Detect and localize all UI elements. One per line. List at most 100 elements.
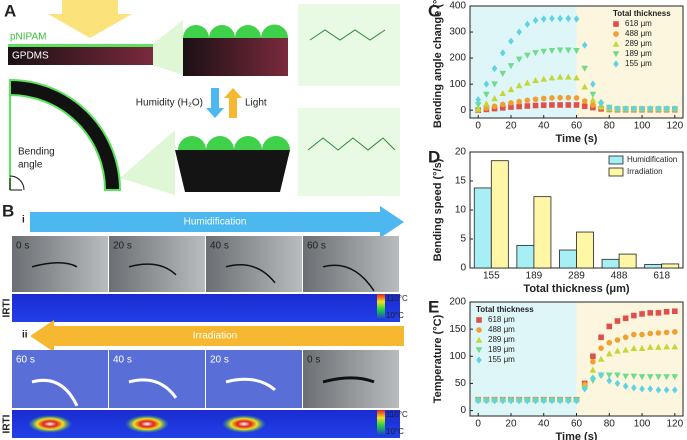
marker — [491, 103, 498, 110]
layer-label: GPDMS — [12, 51, 49, 62]
marker — [557, 94, 563, 101]
marker — [630, 344, 638, 351]
marker — [622, 346, 629, 353]
legend-marker — [475, 347, 483, 354]
marker — [622, 105, 629, 113]
legend-label: 289 μm — [488, 335, 515, 344]
marker — [606, 103, 613, 112]
marker — [605, 350, 613, 357]
legend-label: Humidification — [627, 155, 677, 164]
stimulus-label: Humidity (H₂O) — [136, 98, 203, 109]
time-label: 40 s — [113, 355, 132, 366]
marker — [581, 98, 588, 104]
x-tick-label: 40 — [538, 121, 550, 132]
scale-label: 10°C — [386, 427, 404, 436]
x-tick-label: 20 — [505, 419, 517, 430]
x-tick-label: 40 — [538, 419, 550, 430]
marker — [565, 47, 572, 54]
ir-label: IRTI — [2, 298, 13, 317]
marker — [532, 96, 539, 103]
marker — [671, 343, 679, 350]
marker — [631, 312, 637, 319]
marker — [590, 102, 596, 108]
light-arrow — [224, 88, 242, 118]
marker — [672, 386, 678, 394]
marker — [614, 347, 621, 354]
humidity-arrow — [206, 88, 224, 118]
bar — [601, 258, 620, 269]
strip — [322, 264, 375, 292]
marker — [549, 397, 555, 405]
time-label: 0 s — [16, 241, 29, 252]
bar — [516, 244, 535, 269]
marker — [598, 345, 604, 351]
legend-marker — [476, 317, 482, 323]
marker — [474, 105, 482, 112]
marker — [524, 97, 531, 104]
marker — [573, 102, 580, 108]
marker — [639, 385, 645, 393]
marker — [499, 101, 506, 108]
time-label: 60 s — [16, 355, 35, 366]
x-tick-label: 100 — [634, 121, 651, 132]
marker — [524, 52, 531, 59]
legend-marker — [476, 327, 482, 333]
y-tick-label: 100 — [449, 79, 466, 90]
marker — [622, 315, 629, 322]
legend-marker — [476, 356, 482, 364]
strip — [31, 378, 79, 407]
marker — [573, 95, 580, 101]
marker — [491, 397, 498, 405]
y-tick-label: 0 — [460, 405, 466, 416]
irradiation-arrow — [30, 320, 404, 352]
zoom-cone — [120, 130, 175, 195]
marker — [672, 308, 678, 315]
legend-label: 488 μm — [488, 325, 515, 334]
angle-label: angle — [18, 160, 43, 171]
scale-label: 110°C — [386, 294, 408, 303]
x-tick-label: 20 — [505, 121, 517, 132]
legend-label: 289 μm — [625, 39, 652, 48]
y-tick-label: 5 — [460, 234, 466, 245]
hot-spot — [125, 415, 169, 433]
marker — [639, 311, 645, 317]
marker — [532, 102, 539, 109]
marker — [532, 397, 539, 405]
colorbar — [377, 294, 385, 320]
marker — [565, 102, 572, 108]
x-tick-label: 60 — [571, 121, 583, 132]
marker — [549, 102, 555, 108]
legend-marker — [612, 51, 620, 58]
bar — [618, 253, 637, 269]
marker — [622, 334, 629, 341]
legend-label: 155 μm — [488, 355, 515, 364]
x-tick-label: 120 — [666, 419, 683, 430]
bar — [576, 231, 594, 269]
time-label: 60 s — [307, 241, 326, 252]
marker — [556, 47, 564, 54]
x-tick-label: 80 — [604, 419, 616, 430]
marker — [508, 37, 514, 45]
humidification-arrow — [30, 206, 404, 238]
marker — [663, 329, 670, 336]
panel-label: E — [428, 297, 439, 316]
marker — [646, 374, 654, 381]
legend-label: 618 μm — [488, 315, 515, 324]
marker — [557, 14, 563, 23]
y-tick-label: 200 — [449, 297, 466, 308]
legend-title: Total thickness — [613, 9, 671, 18]
marker — [598, 371, 604, 379]
y-tick-label: 0 — [460, 105, 466, 116]
marker — [516, 397, 522, 405]
marker — [631, 331, 637, 338]
ir-strip — [12, 410, 400, 438]
marker — [589, 91, 597, 98]
marker — [589, 96, 597, 103]
marker — [590, 353, 596, 360]
row-label: ii — [22, 330, 28, 341]
marker — [491, 64, 498, 73]
marker — [590, 80, 596, 88]
layer-block — [175, 150, 290, 192]
x-axis-label: Time (s) — [556, 431, 598, 440]
marker — [655, 105, 662, 113]
